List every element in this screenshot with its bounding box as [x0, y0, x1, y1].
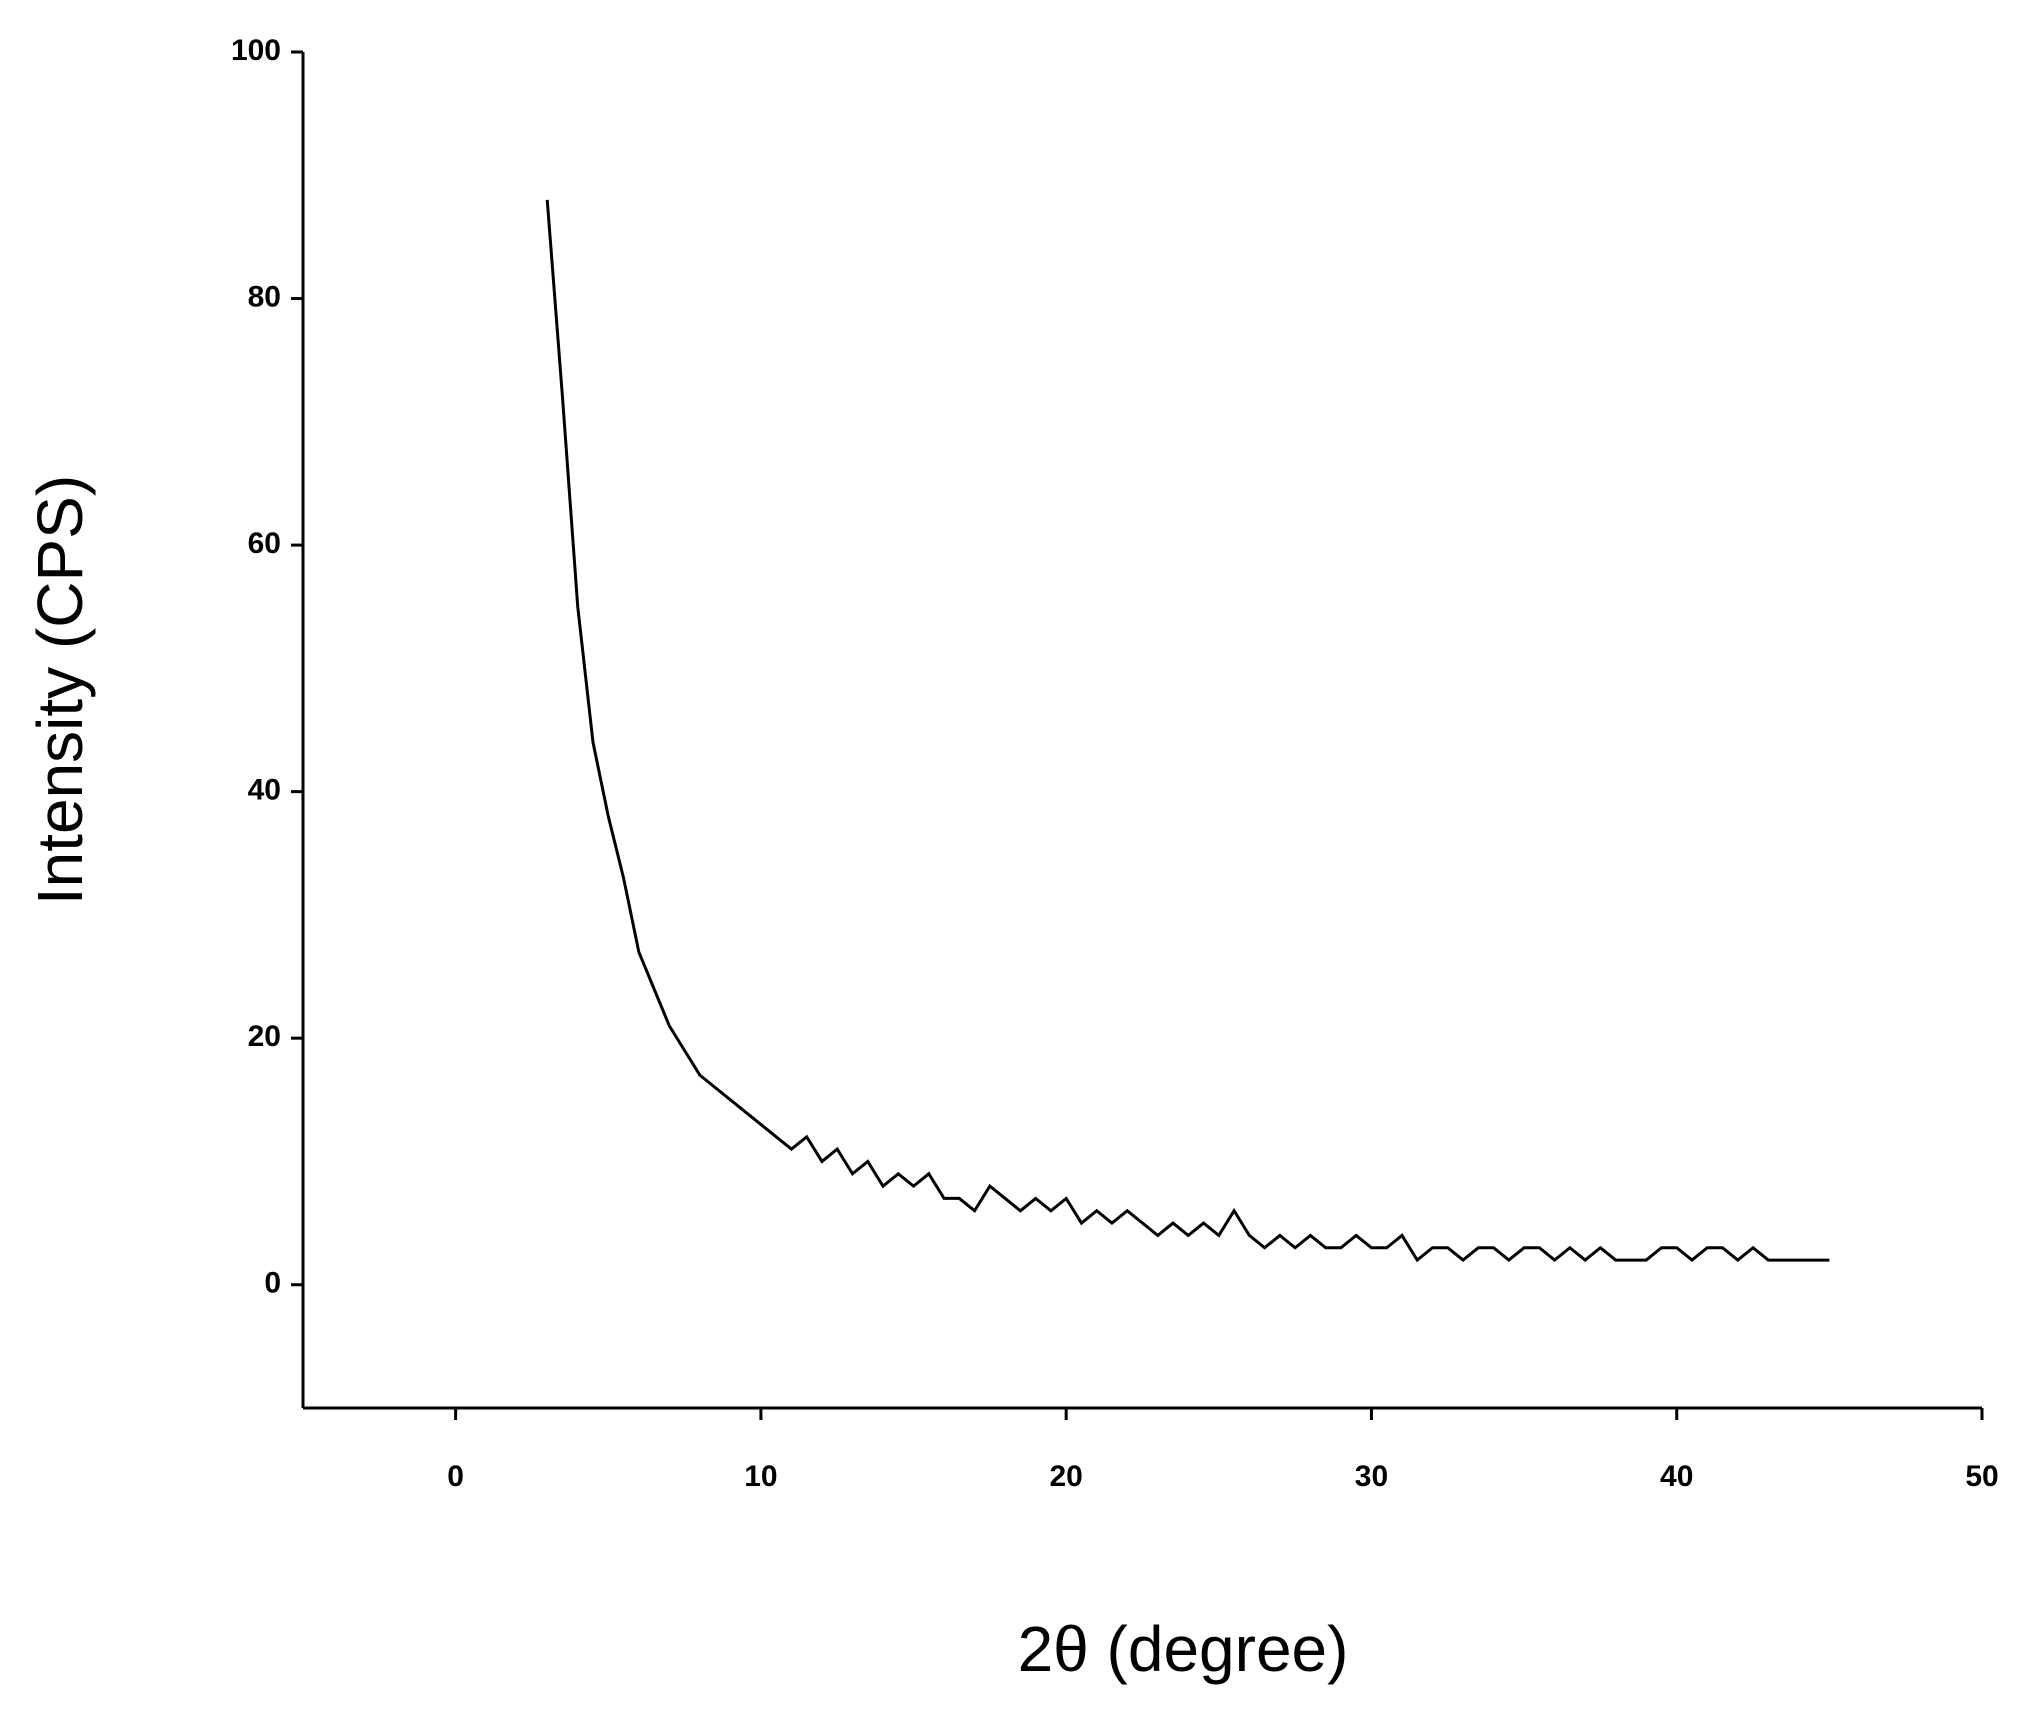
x-tick-label: 10 — [744, 1460, 777, 1493]
y-tick-label: 60 — [248, 527, 281, 560]
x-tick-label: 0 — [447, 1460, 464, 1493]
y-tick-label: 80 — [248, 280, 281, 313]
y-axis-title: Intensity (CPS) — [24, 475, 96, 905]
data-line — [545, 199, 1830, 1263]
x-tick-label: 20 — [1049, 1460, 1082, 1493]
x-tick-label: 50 — [1965, 1460, 1998, 1493]
y-tick-label: 40 — [248, 774, 281, 807]
x-tick-label: 40 — [1660, 1460, 1693, 1493]
x-axis-title: 2θ (degree) — [1018, 1613, 1349, 1685]
y-tick-label: 0 — [264, 1267, 281, 1300]
x-tick-label: 30 — [1355, 1460, 1388, 1493]
y-tick-label: 100 — [231, 34, 281, 67]
y-tick-label: 20 — [248, 1020, 281, 1053]
